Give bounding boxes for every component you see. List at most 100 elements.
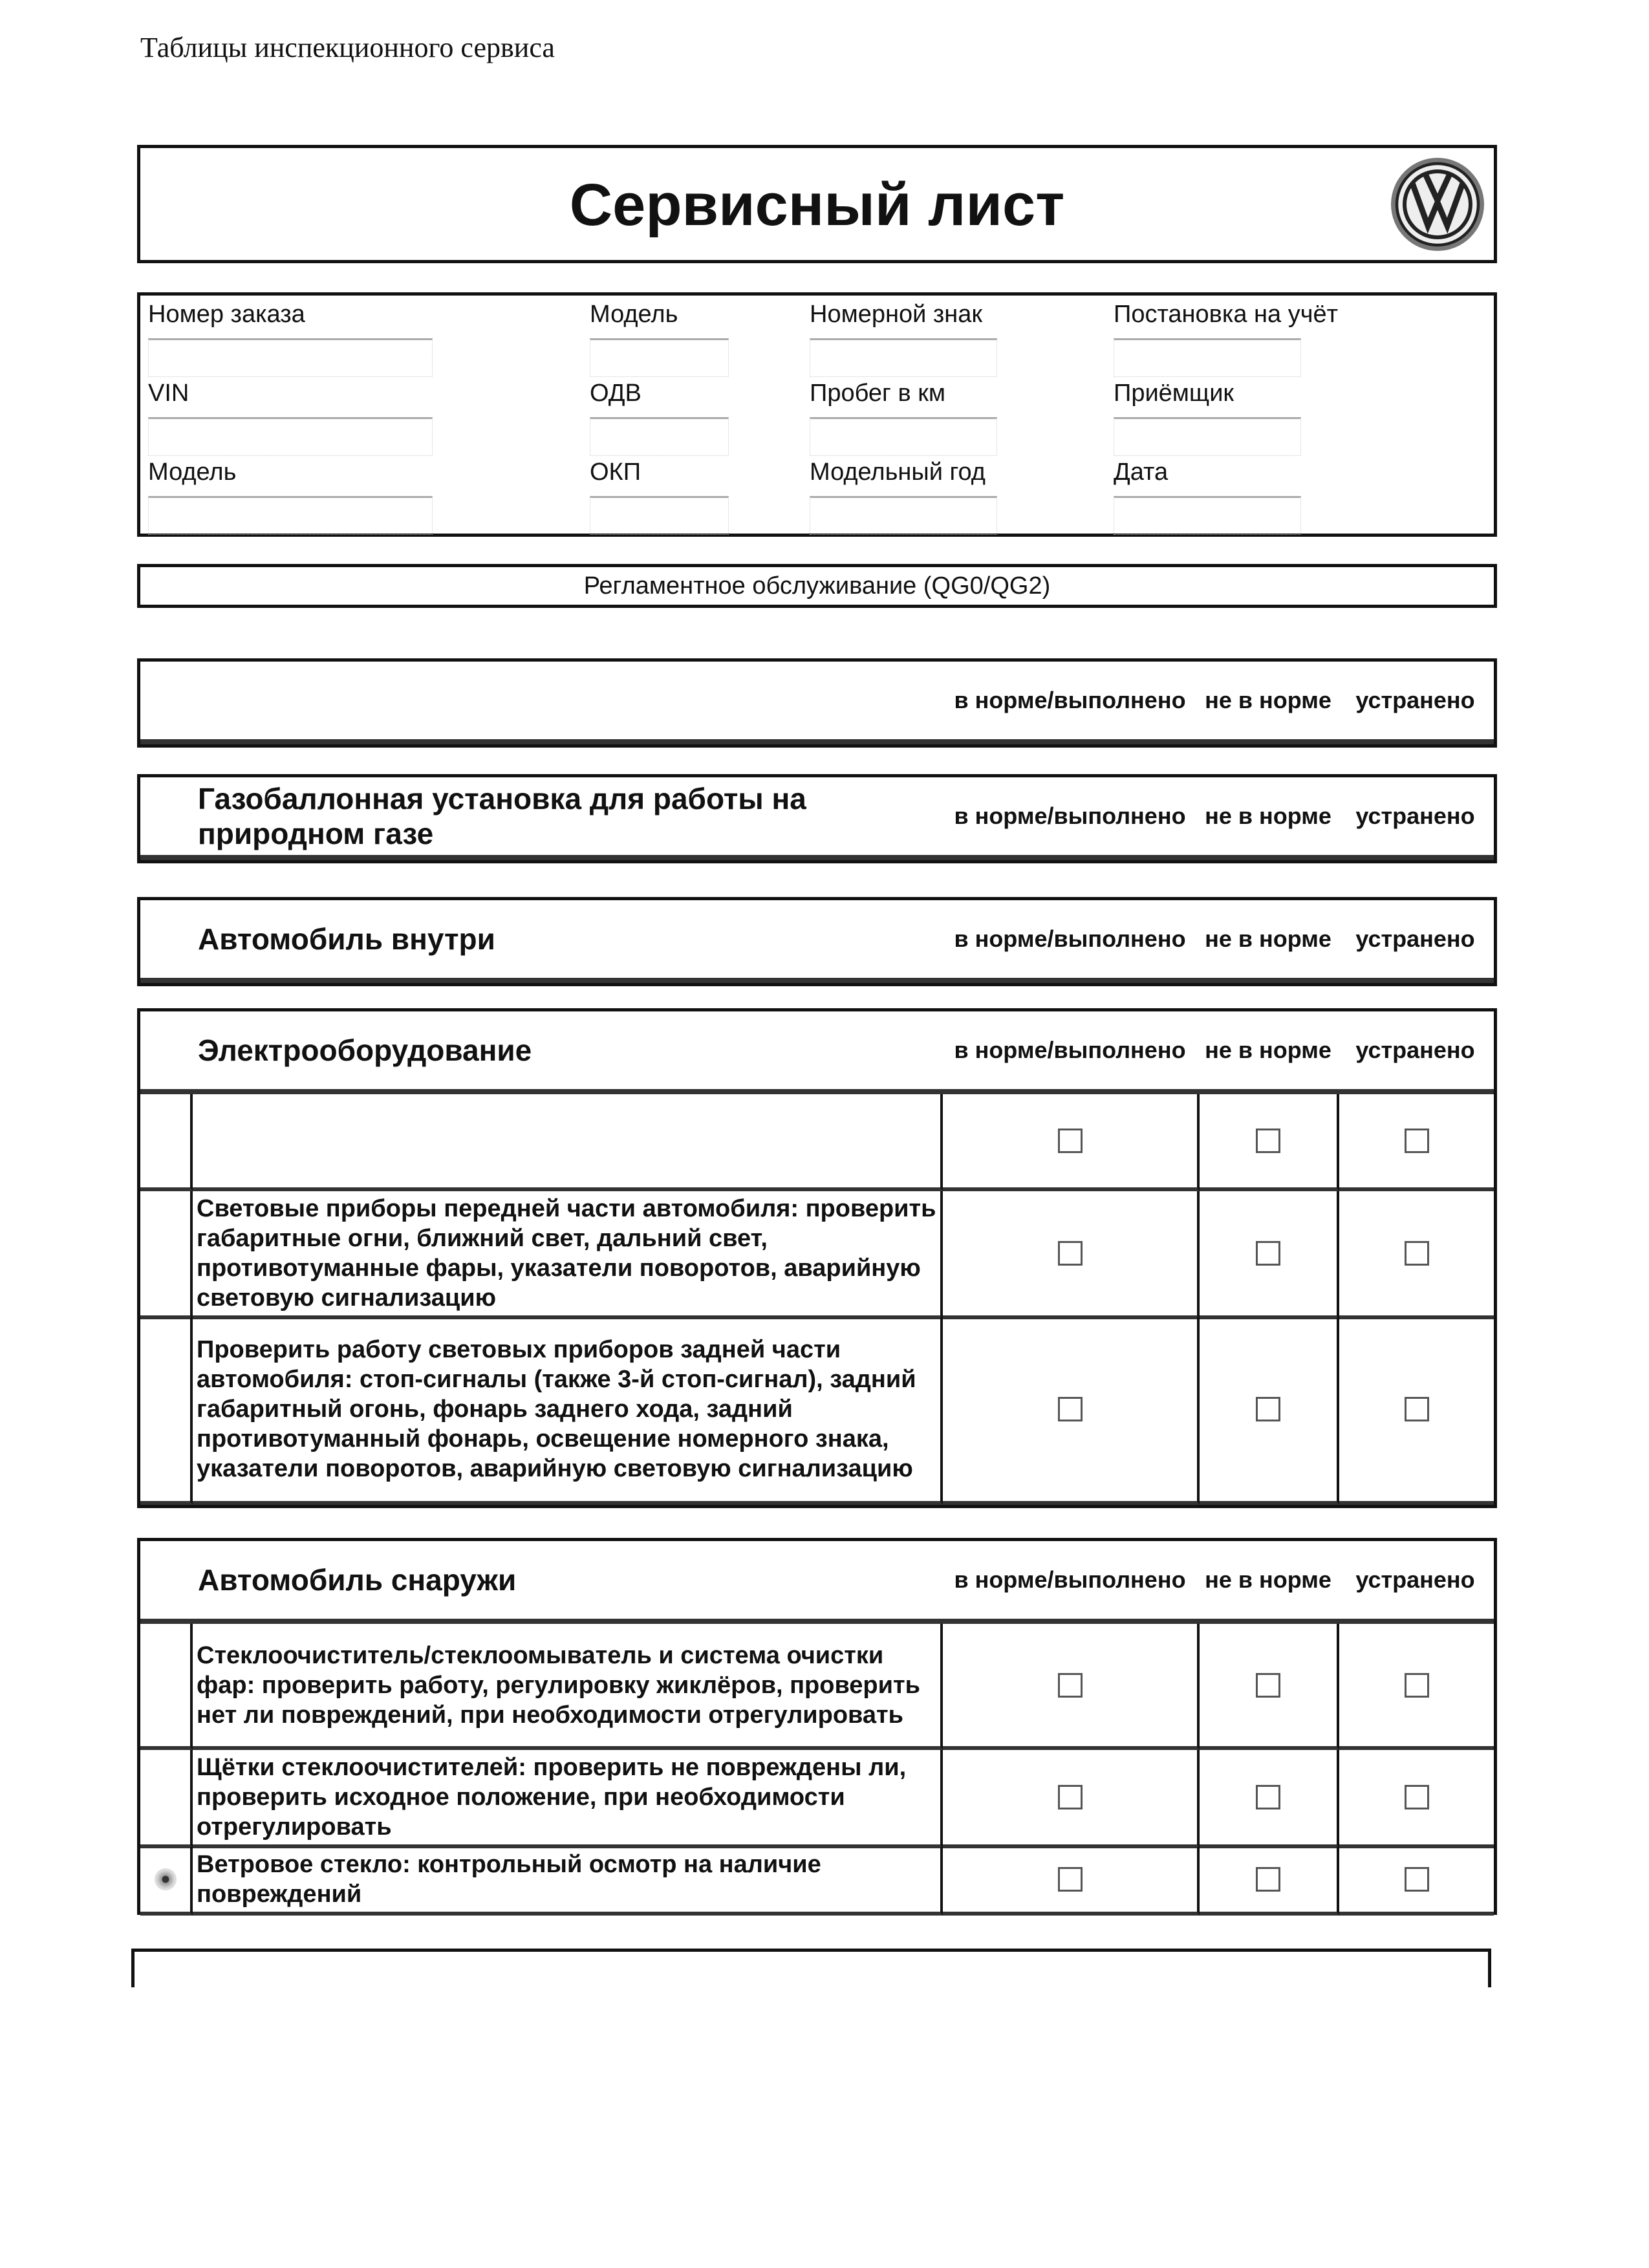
checkbox[interactable] xyxy=(1404,1867,1429,1892)
info-field: Номерной знак xyxy=(810,301,997,377)
eye-icon xyxy=(154,1868,177,1890)
info-field: VIN xyxy=(148,380,433,456)
field-input[interactable] xyxy=(590,496,729,535)
service-type: Регламентное обслуживание (QG0/QG2) xyxy=(583,572,1051,599)
info-field: ОКП xyxy=(590,459,729,535)
column-header: устранено xyxy=(1339,900,1494,978)
row-text xyxy=(193,1094,943,1191)
header-note: Таблицы инспекционного сервиса xyxy=(140,32,555,63)
column-header: устранено xyxy=(1339,662,1494,739)
info-field: Модель xyxy=(148,459,433,535)
field-input[interactable] xyxy=(1114,338,1301,377)
column-header: в норме/выполнено xyxy=(943,1541,1200,1619)
checkbox[interactable] xyxy=(1057,1672,1083,1698)
table-row: Стеклоочиститель/стеклоомыватель и систе… xyxy=(140,1624,1494,1750)
field-input[interactable] xyxy=(810,496,997,535)
field-label: VIN xyxy=(148,380,189,407)
info-field: Постановка на учёт xyxy=(1114,301,1339,377)
checkbox[interactable] xyxy=(1057,1867,1083,1892)
section-header: Газобаллонная установка для работы на пр… xyxy=(140,777,1494,860)
field-input[interactable] xyxy=(810,417,997,456)
column-header: устранено xyxy=(1339,777,1494,855)
checkbox[interactable] xyxy=(1256,1129,1280,1153)
row-text: Световые приборы передней части автомоби… xyxy=(193,1191,943,1319)
section-header: Электрооборудование в норме/выполнено не в… xyxy=(140,1011,1494,1094)
section-2: Автомобиль внутри в норме/выполнено не в н… xyxy=(137,897,1497,986)
next-section-box xyxy=(131,1949,1491,1987)
row-text: Ветровое стекло: контрольный осмотр на н… xyxy=(193,1847,943,1916)
vehicle-info-box: Номер заказа Модель Номерной знак Постановк… xyxy=(137,292,1497,537)
info-field: Пробег в км xyxy=(810,380,997,456)
info-field: ОДВ xyxy=(590,380,729,456)
field-input[interactable] xyxy=(148,496,433,535)
field-label: Модель xyxy=(590,301,678,328)
checkbox[interactable] xyxy=(1256,1785,1280,1809)
info-field: Модель xyxy=(590,301,729,377)
table-row: Щётки стеклоочистителей: проверить не по… xyxy=(140,1750,1494,1848)
section-title: Автомобиль внутри xyxy=(193,900,943,978)
field-label: Модельный год xyxy=(810,459,986,486)
field-input[interactable] xyxy=(148,338,433,377)
row-text: Щётки стеклоочистителей: проверить не по… xyxy=(193,1750,943,1848)
field-label: Приёмщик xyxy=(1114,380,1234,407)
field-label: Модель xyxy=(148,459,237,486)
column-header: в норме/выполнено xyxy=(943,662,1200,739)
row-text: Проверить работу световых приборов задне… xyxy=(193,1317,943,1505)
column-header: не в норме xyxy=(1200,1011,1339,1089)
info-field: Модельный год xyxy=(810,459,997,535)
checkbox[interactable] xyxy=(1404,1785,1429,1809)
vw-logo-icon xyxy=(1391,158,1484,251)
checkbox[interactable] xyxy=(1057,1241,1083,1266)
field-input[interactable] xyxy=(148,417,433,456)
field-input[interactable] xyxy=(810,338,997,377)
checkbox[interactable] xyxy=(1404,1397,1429,1421)
field-input[interactable] xyxy=(590,338,729,377)
section-1: Газобаллонная установка для работы на пр… xyxy=(137,774,1497,863)
section-0: в норме/выполнено не в норме устранено xyxy=(137,658,1497,748)
checkbox[interactable] xyxy=(1404,1672,1429,1698)
field-label: Номер заказа xyxy=(148,301,305,328)
row-text: Стеклоочиститель/стеклоомыватель и систе… xyxy=(193,1624,943,1750)
section-title: Автомобиль снаружи xyxy=(193,1541,943,1619)
info-field: Приёмщик xyxy=(1114,380,1301,456)
title-box: Сервисный лист xyxy=(137,145,1497,263)
page-title: Сервисный лист xyxy=(569,172,1065,238)
checkbox[interactable] xyxy=(1256,1867,1280,1892)
checkbox[interactable] xyxy=(1057,1785,1083,1809)
field-label: Номерной знак xyxy=(810,301,983,328)
column-header: в норме/выполнено xyxy=(943,900,1200,978)
checkbox[interactable] xyxy=(1256,1672,1280,1698)
field-input[interactable] xyxy=(590,417,729,456)
field-label: ОДВ xyxy=(590,380,641,407)
table-row: Проверить работу световых приборов задне… xyxy=(140,1317,1494,1505)
section-3: Электрооборудование в норме/выполнено не в… xyxy=(137,1008,1497,1508)
table-row: Ветровое стекло: контрольный осмотр на н… xyxy=(140,1847,1494,1916)
info-field: Номер заказа xyxy=(148,301,433,377)
column-header: в норме/выполнено xyxy=(943,777,1200,855)
column-header: устранено xyxy=(1339,1011,1494,1089)
field-input[interactable] xyxy=(1114,496,1301,535)
section-4: Автомобиль снаружи в норме/выполнено не в … xyxy=(137,1538,1497,1916)
section-header: в норме/выполнено не в норме устранено xyxy=(140,662,1494,744)
column-header: не в норме xyxy=(1200,777,1339,855)
checkbox[interactable] xyxy=(1057,1397,1083,1421)
checkbox[interactable] xyxy=(1256,1241,1280,1266)
checkbox[interactable] xyxy=(1404,1129,1429,1153)
section-title: Газобаллонная установка для работы на пр… xyxy=(193,777,943,855)
column-header: в норме/выполнено xyxy=(943,1011,1200,1089)
column-header: не в норме xyxy=(1200,662,1339,739)
section-header: Автомобиль внутри в норме/выполнено не в н… xyxy=(140,900,1494,983)
section-header: Автомобиль снаружи в норме/выполнено не в … xyxy=(140,1541,1494,1624)
checkbox[interactable] xyxy=(1404,1241,1429,1266)
checkbox[interactable] xyxy=(1057,1129,1083,1153)
field-label: Пробег в км xyxy=(810,380,945,407)
field-label: Дата xyxy=(1114,459,1169,486)
service-type-box: Регламентное обслуживание (QG0/QG2) xyxy=(137,564,1497,608)
column-header: не в норме xyxy=(1200,1541,1339,1619)
field-label: Постановка на учёт xyxy=(1114,301,1339,328)
section-title: Электрооборудование xyxy=(193,1011,943,1089)
section-title xyxy=(193,662,943,739)
checkbox[interactable] xyxy=(1256,1397,1280,1421)
table-row xyxy=(140,1094,1494,1191)
field-input[interactable] xyxy=(1114,417,1301,456)
